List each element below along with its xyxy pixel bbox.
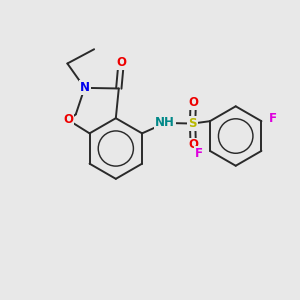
- Text: O: O: [188, 96, 198, 109]
- Text: F: F: [269, 112, 277, 125]
- Text: O: O: [63, 113, 73, 127]
- Text: O: O: [116, 56, 126, 69]
- Text: NH: NH: [155, 116, 175, 130]
- Text: F: F: [195, 147, 203, 160]
- Text: S: S: [188, 117, 197, 130]
- Text: O: O: [188, 138, 198, 152]
- Text: N: N: [80, 81, 90, 94]
